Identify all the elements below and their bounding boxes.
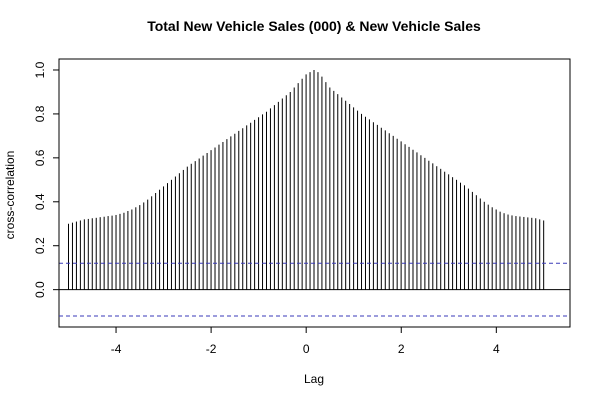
x-tick-label: -2 [206,342,217,356]
x-tick-label: 0 [303,342,310,356]
x-axis: -4 -2 0 2 4 [111,326,500,356]
y-axis-label: cross-correlation [3,151,17,240]
x-axis-label: Lag [304,372,324,386]
y-tick-label: 0.0 [33,281,47,298]
y-tick-label: 0.4 [33,193,47,210]
chart-title: Total New Vehicle Sales (000) & New Vehi… [147,18,481,34]
correlation-bars [68,69,545,290]
reference-lines [59,262,570,317]
x-tick-label: 2 [398,342,405,356]
y-tick-label: 0.2 [33,237,47,254]
y-tick-label: 1.0 [33,61,47,78]
y-tick-label: 0.6 [33,149,47,166]
y-axis: 0.0 0.2 0.4 0.6 0.8 1.0 [33,61,60,298]
y-tick-label: 0.8 [33,105,47,122]
x-tick-label: -4 [111,342,122,356]
x-tick-label: 4 [493,342,500,356]
